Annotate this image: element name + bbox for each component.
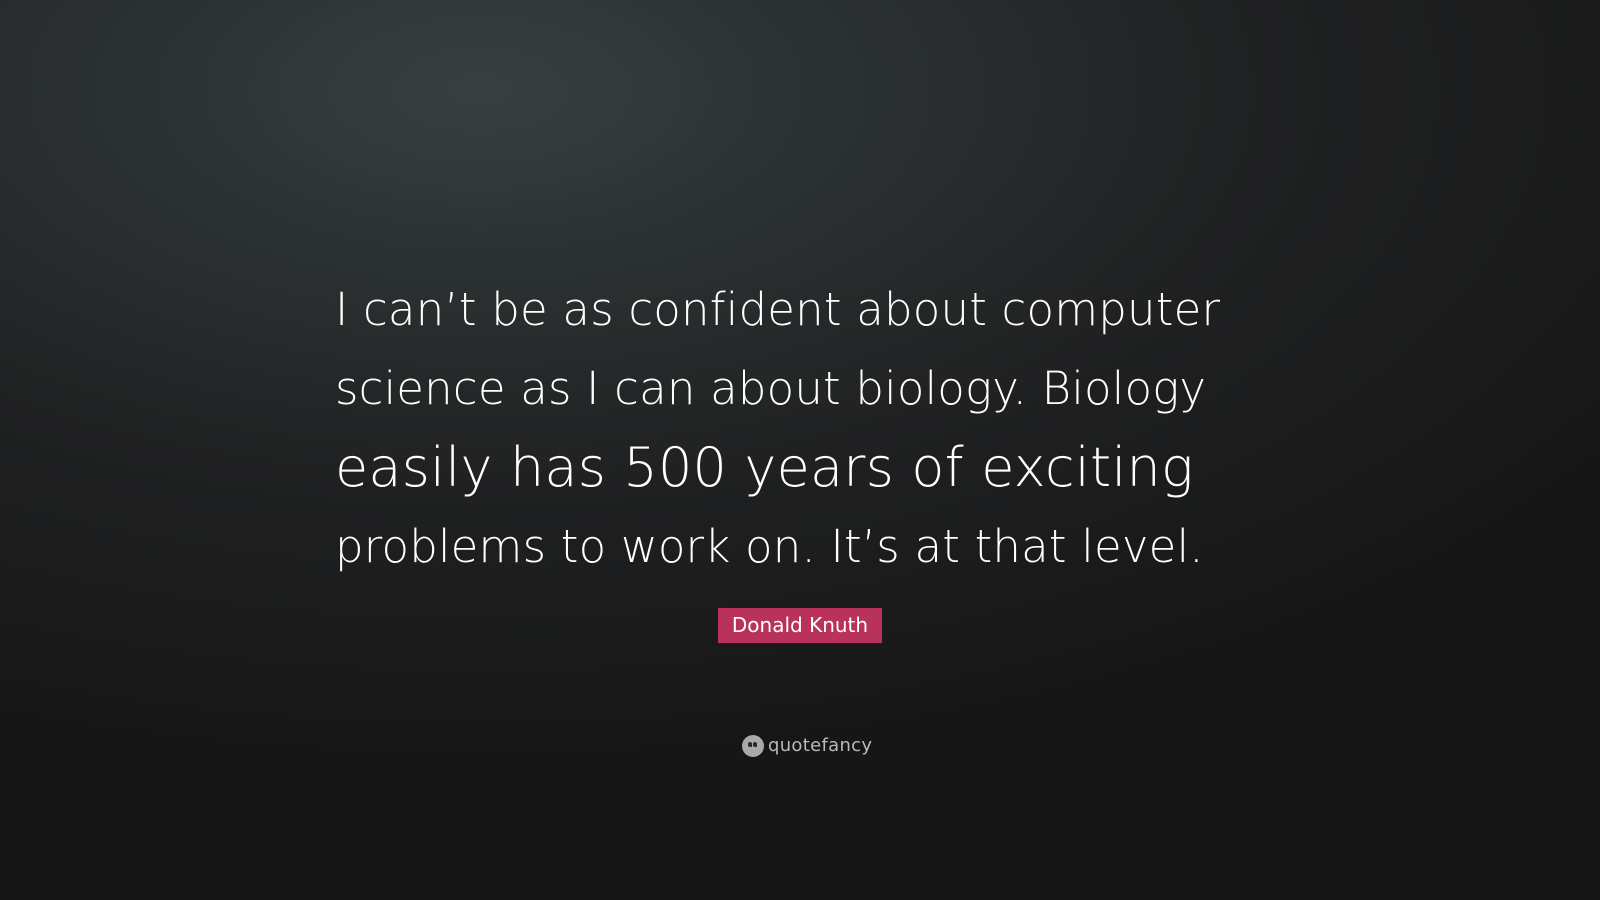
quote-line: easily has 500 years of exciting [335,436,1194,499]
quote-text: I can’t be as confident about computer s… [335,270,1275,586]
author-badge[interactable]: Donald Knuth [718,608,882,643]
quote-line: I can’t be as confident about computer [335,283,1221,336]
brand-logo[interactable]: quotefancy [742,734,872,758]
quote-line: science as I can about biology. Biology [335,362,1207,415]
quote-mark-icon [742,735,764,757]
brand-name: quotefancy [768,735,873,756]
quote-line: problems to work on. It’s at that level. [335,520,1204,573]
